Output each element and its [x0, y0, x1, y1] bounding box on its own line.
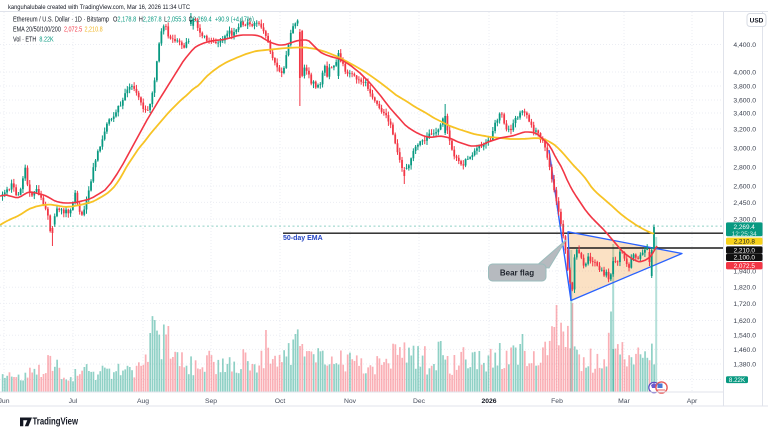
svg-text:2,600.0: 2,600.0 [733, 183, 756, 190]
svg-text:3,400.0: 3,400.0 [733, 110, 756, 117]
svg-text:2,800.0: 2,800.0 [733, 164, 756, 171]
svg-text:Oct: Oct [275, 398, 286, 405]
svg-text:Ethereum / U.S. Dollar · 1D ·: Ethereum / U.S. Dollar · 1D · Bitstamp O2… [13, 16, 254, 24]
svg-text:1,820.0: 1,820.0 [733, 285, 756, 292]
svg-text:3,200.0: 3,200.0 [733, 126, 756, 133]
svg-text:12:25:34: 12:25:34 [732, 231, 757, 238]
svg-text:1,460.0: 1,460.0 [733, 347, 756, 354]
svg-text:Bear flag: Bear flag [500, 269, 534, 278]
svg-text:Aug: Aug [137, 398, 149, 405]
svg-text:Feb: Feb [551, 398, 563, 405]
svg-text:4,000.0: 4,000.0 [733, 69, 756, 76]
svg-text:2,100.0: 2,100.0 [734, 255, 756, 262]
svg-text:1,620.0: 1,620.0 [733, 318, 756, 325]
svg-text:Vol · ETH 8.22K: Vol · ETH 8.22K [13, 36, 54, 44]
svg-text:Sep: Sep [205, 398, 217, 405]
svg-text:2,300.0: 2,300.0 [733, 216, 756, 223]
svg-text:2,450.0: 2,450.0 [733, 200, 756, 207]
svg-text:1,540.0: 1,540.0 [733, 333, 756, 340]
svg-text:USD: USD [750, 18, 764, 25]
svg-text:2,072.5: 2,072.5 [734, 263, 756, 270]
svg-text:4,400.0: 4,400.0 [733, 42, 756, 49]
svg-text:Apr: Apr [687, 398, 698, 405]
svg-text:2,210.8: 2,210.8 [734, 239, 756, 246]
svg-text:Mar: Mar [618, 398, 630, 405]
svg-text:EMA 20/50/100/200 2,072.52,210: EMA 20/50/100/200 2,072.5 2,210.8 [13, 26, 103, 34]
svg-text:Jun: Jun [0, 398, 10, 405]
svg-text:3,800.0: 3,800.0 [733, 83, 756, 90]
svg-text:1,720.0: 1,720.0 [733, 301, 756, 308]
svg-text:2,210.0: 2,210.0 [734, 247, 756, 254]
svg-text:2,269.4: 2,269.4 [734, 224, 756, 231]
svg-text:Nov: Nov [344, 398, 357, 405]
svg-text:kanguhalubale created with Tra: kanguhalubale created with TradingView.c… [8, 4, 190, 11]
svg-text:3,000.0: 3,000.0 [733, 145, 756, 152]
svg-text:TradingView: TradingView [33, 417, 79, 428]
svg-text:1,380.0: 1,380.0 [733, 361, 756, 368]
svg-text:8.22K: 8.22K [729, 377, 746, 384]
svg-text:3,600.0: 3,600.0 [733, 97, 756, 104]
svg-text:1,940.0: 1,940.0 [733, 268, 756, 275]
svg-text:Dec: Dec [413, 398, 426, 405]
svg-text:50-day EMA: 50-day EMA [283, 235, 323, 242]
svg-text:Jul: Jul [69, 398, 78, 405]
svg-text:2026: 2026 [481, 398, 496, 405]
